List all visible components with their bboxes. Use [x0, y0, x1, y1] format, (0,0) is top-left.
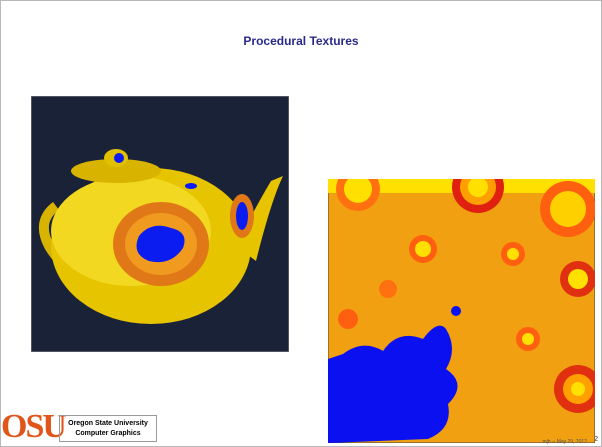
- slide: Procedural Textures: [0, 0, 602, 447]
- osu-logo: OSU: [1, 407, 65, 447]
- institution: Oregon State University: [60, 419, 156, 429]
- department: Computer Graphics: [60, 429, 156, 439]
- page-number: 2: [594, 436, 598, 443]
- credit: mjb -- May 29, 2012: [543, 439, 587, 445]
- slide-title: Procedural Textures: [1, 34, 601, 48]
- teapot-image: [31, 96, 289, 352]
- fractal-image: [328, 179, 595, 443]
- institution-box: Oregon State University Computer Graphic…: [59, 415, 157, 442]
